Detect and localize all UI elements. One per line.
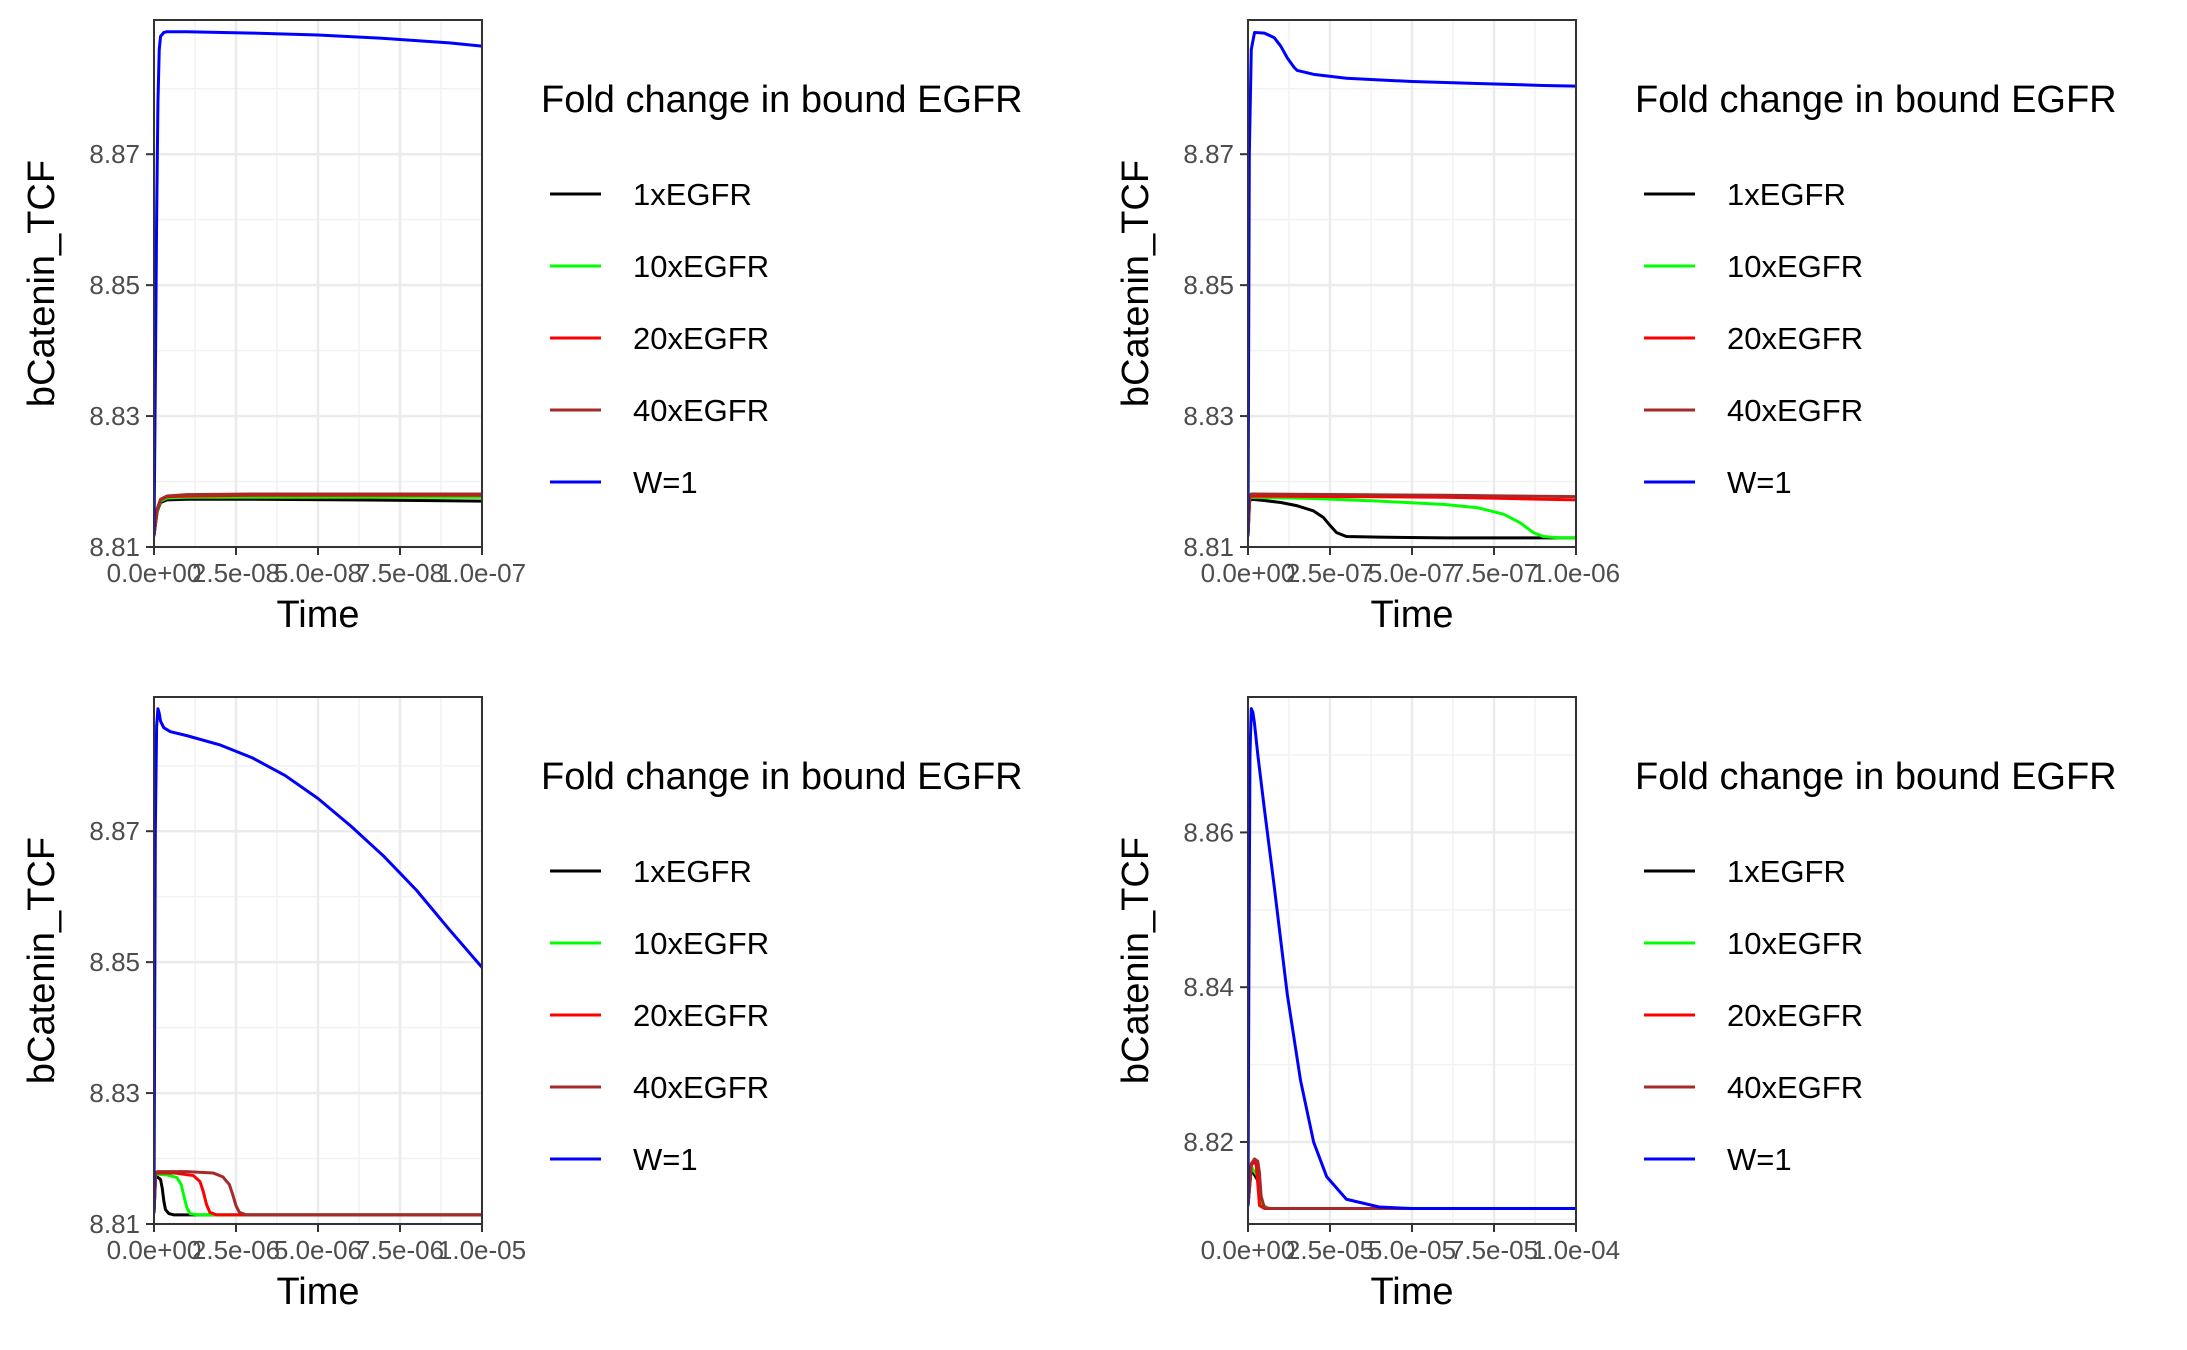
chart-panel-2: 0.0e+002.5e-075.0e-077.5e-071.0e-06 8.81 8…	[1115, 19, 2117, 636]
legend-label-20xEGFR: 20xEGFR	[633, 998, 769, 1033]
x-tick-label: 2.5e-08	[192, 558, 280, 588]
legend-title: Fold change in bound EGFR	[541, 756, 1023, 798]
x-tick-label: 0.0e+00	[1201, 1235, 1296, 1265]
y-tick-label: 8.83	[89, 1078, 140, 1108]
x-tick-label: 7.5e-06	[356, 1235, 444, 1265]
series-line-40xEGFR	[1248, 1157, 1576, 1211]
legend-label-W=1: W=1	[633, 1142, 698, 1177]
legend-title: Fold change in bound EGFR	[1635, 756, 2117, 798]
legend-label-1xEGFR: 1xEGFR	[633, 177, 752, 212]
legend: Fold change in bound EGFR 1xEGFR 10xEGFR 20…	[1635, 79, 2117, 500]
legend: Fold change in bound EGFR 1xEGFR 10xEGFR 20…	[541, 756, 1023, 1177]
chart-panel-1: 0.0e+002.5e-085.0e-087.5e-081.0e-07 8.81 8…	[21, 19, 1023, 636]
chart-panel-3: 0.0e+002.5e-065.0e-067.5e-061.0e-05 8.81 8…	[21, 696, 1023, 1313]
series-line-40xEGFR	[154, 1170, 482, 1217]
x-tick-label: 2.5e-06	[192, 1235, 280, 1265]
legend-label-20xEGFR: 20xEGFR	[1727, 998, 1863, 1033]
y-tick-label: 8.87	[89, 816, 140, 846]
legend-label-10xEGFR: 10xEGFR	[633, 926, 769, 961]
series-line-W=1	[154, 30, 482, 537]
y-tick-label: 8.81	[89, 1209, 140, 1239]
y-tick-label: 8.81	[1183, 532, 1234, 562]
x-tick-label: 0.0e+00	[107, 1235, 202, 1265]
y-tick-label: 8.83	[1183, 401, 1234, 431]
x-axis-title: Time	[1370, 1271, 1453, 1313]
x-tick-label: 1.0e-06	[1532, 558, 1620, 588]
x-tick-label: 2.5e-05	[1286, 1235, 1374, 1265]
y-tick-label: 8.84	[1183, 972, 1234, 1002]
x-tick-label: 1.0e-05	[438, 1235, 526, 1265]
x-tick-label: 1.0e-07	[438, 558, 526, 588]
x-tick-label: 0.0e+00	[107, 558, 202, 588]
legend-label-40xEGFR: 40xEGFR	[1727, 393, 1863, 428]
x-tick-label: 0.0e+00	[1201, 558, 1296, 588]
legend-label-W=1: W=1	[633, 465, 698, 500]
y-axis-title: bCatenin_TCF	[21, 160, 63, 407]
legend-label-1xEGFR: 1xEGFR	[1727, 854, 1846, 889]
x-tick-label: 7.5e-07	[1450, 558, 1538, 588]
y-tick-label: 8.87	[89, 139, 140, 169]
series-line-40xEGFR	[1248, 492, 1576, 537]
y-tick-label: 8.86	[1183, 817, 1234, 847]
legend-title: Fold change in bound EGFR	[541, 79, 1023, 121]
series-line-40xEGFR	[154, 492, 482, 537]
legend-label-40xEGFR: 40xEGFR	[633, 393, 769, 428]
legend-title: Fold change in bound EGFR	[1635, 79, 2117, 121]
x-tick-label: 1.0e-04	[1532, 1235, 1620, 1265]
legend-label-40xEGFR: 40xEGFR	[1727, 1070, 1863, 1105]
x-tick-label: 2.5e-07	[1286, 558, 1374, 588]
legend-label-1xEGFR: 1xEGFR	[1727, 177, 1846, 212]
legend-label-10xEGFR: 10xEGFR	[1727, 249, 1863, 284]
y-axis-title: bCatenin_TCF	[21, 837, 63, 1084]
x-tick-label: 5.0e-06	[274, 1235, 362, 1265]
y-tick-label: 8.87	[1183, 139, 1234, 169]
legend-label-10xEGFR: 10xEGFR	[1727, 926, 1863, 961]
legend-label-1xEGFR: 1xEGFR	[633, 854, 752, 889]
legend: Fold change in bound EGFR 1xEGFR 10xEGFR 20…	[541, 79, 1023, 500]
y-axis-title: bCatenin_TCF	[1115, 837, 1157, 1084]
series-group	[1248, 30, 1576, 540]
series-line-W=1	[1248, 30, 1576, 537]
legend-label-10xEGFR: 10xEGFR	[633, 249, 769, 284]
y-tick-label: 8.81	[89, 532, 140, 562]
x-axis-title: Time	[276, 1271, 359, 1313]
y-tick-label: 8.85	[89, 270, 140, 300]
series-group	[1248, 707, 1576, 1211]
y-tick-label: 8.85	[89, 947, 140, 977]
y-tick-label: 8.82	[1183, 1127, 1234, 1157]
y-tick-label: 8.83	[89, 401, 140, 431]
chart-panel-4: 0.0e+002.5e-055.0e-057.5e-051.0e-04 8.82 8…	[1115, 696, 2117, 1313]
series-line-1xEGFR	[1248, 497, 1576, 540]
series-group	[154, 707, 482, 1217]
x-tick-label: 7.5e-08	[356, 558, 444, 588]
x-tick-label: 5.0e-08	[274, 558, 362, 588]
legend-label-20xEGFR: 20xEGFR	[1727, 321, 1863, 356]
series-line-W=1	[154, 707, 482, 1214]
legend-label-40xEGFR: 40xEGFR	[633, 1070, 769, 1105]
x-axis-title: Time	[1370, 594, 1453, 636]
legend-label-W=1: W=1	[1727, 1142, 1792, 1177]
x-tick-label: 5.0e-05	[1368, 1235, 1456, 1265]
y-tick-label: 8.85	[1183, 270, 1234, 300]
legend-label-W=1: W=1	[1727, 465, 1792, 500]
legend: Fold change in bound EGFR 1xEGFR 10xEGFR 20…	[1635, 756, 2117, 1177]
x-tick-label: 7.5e-05	[1450, 1235, 1538, 1265]
series-line-W=1	[1248, 707, 1576, 1211]
legend-label-20xEGFR: 20xEGFR	[633, 321, 769, 356]
x-tick-label: 5.0e-07	[1368, 558, 1456, 588]
x-axis-title: Time	[276, 594, 359, 636]
y-axis-title: bCatenin_TCF	[1115, 160, 1157, 407]
series-group	[154, 30, 482, 537]
